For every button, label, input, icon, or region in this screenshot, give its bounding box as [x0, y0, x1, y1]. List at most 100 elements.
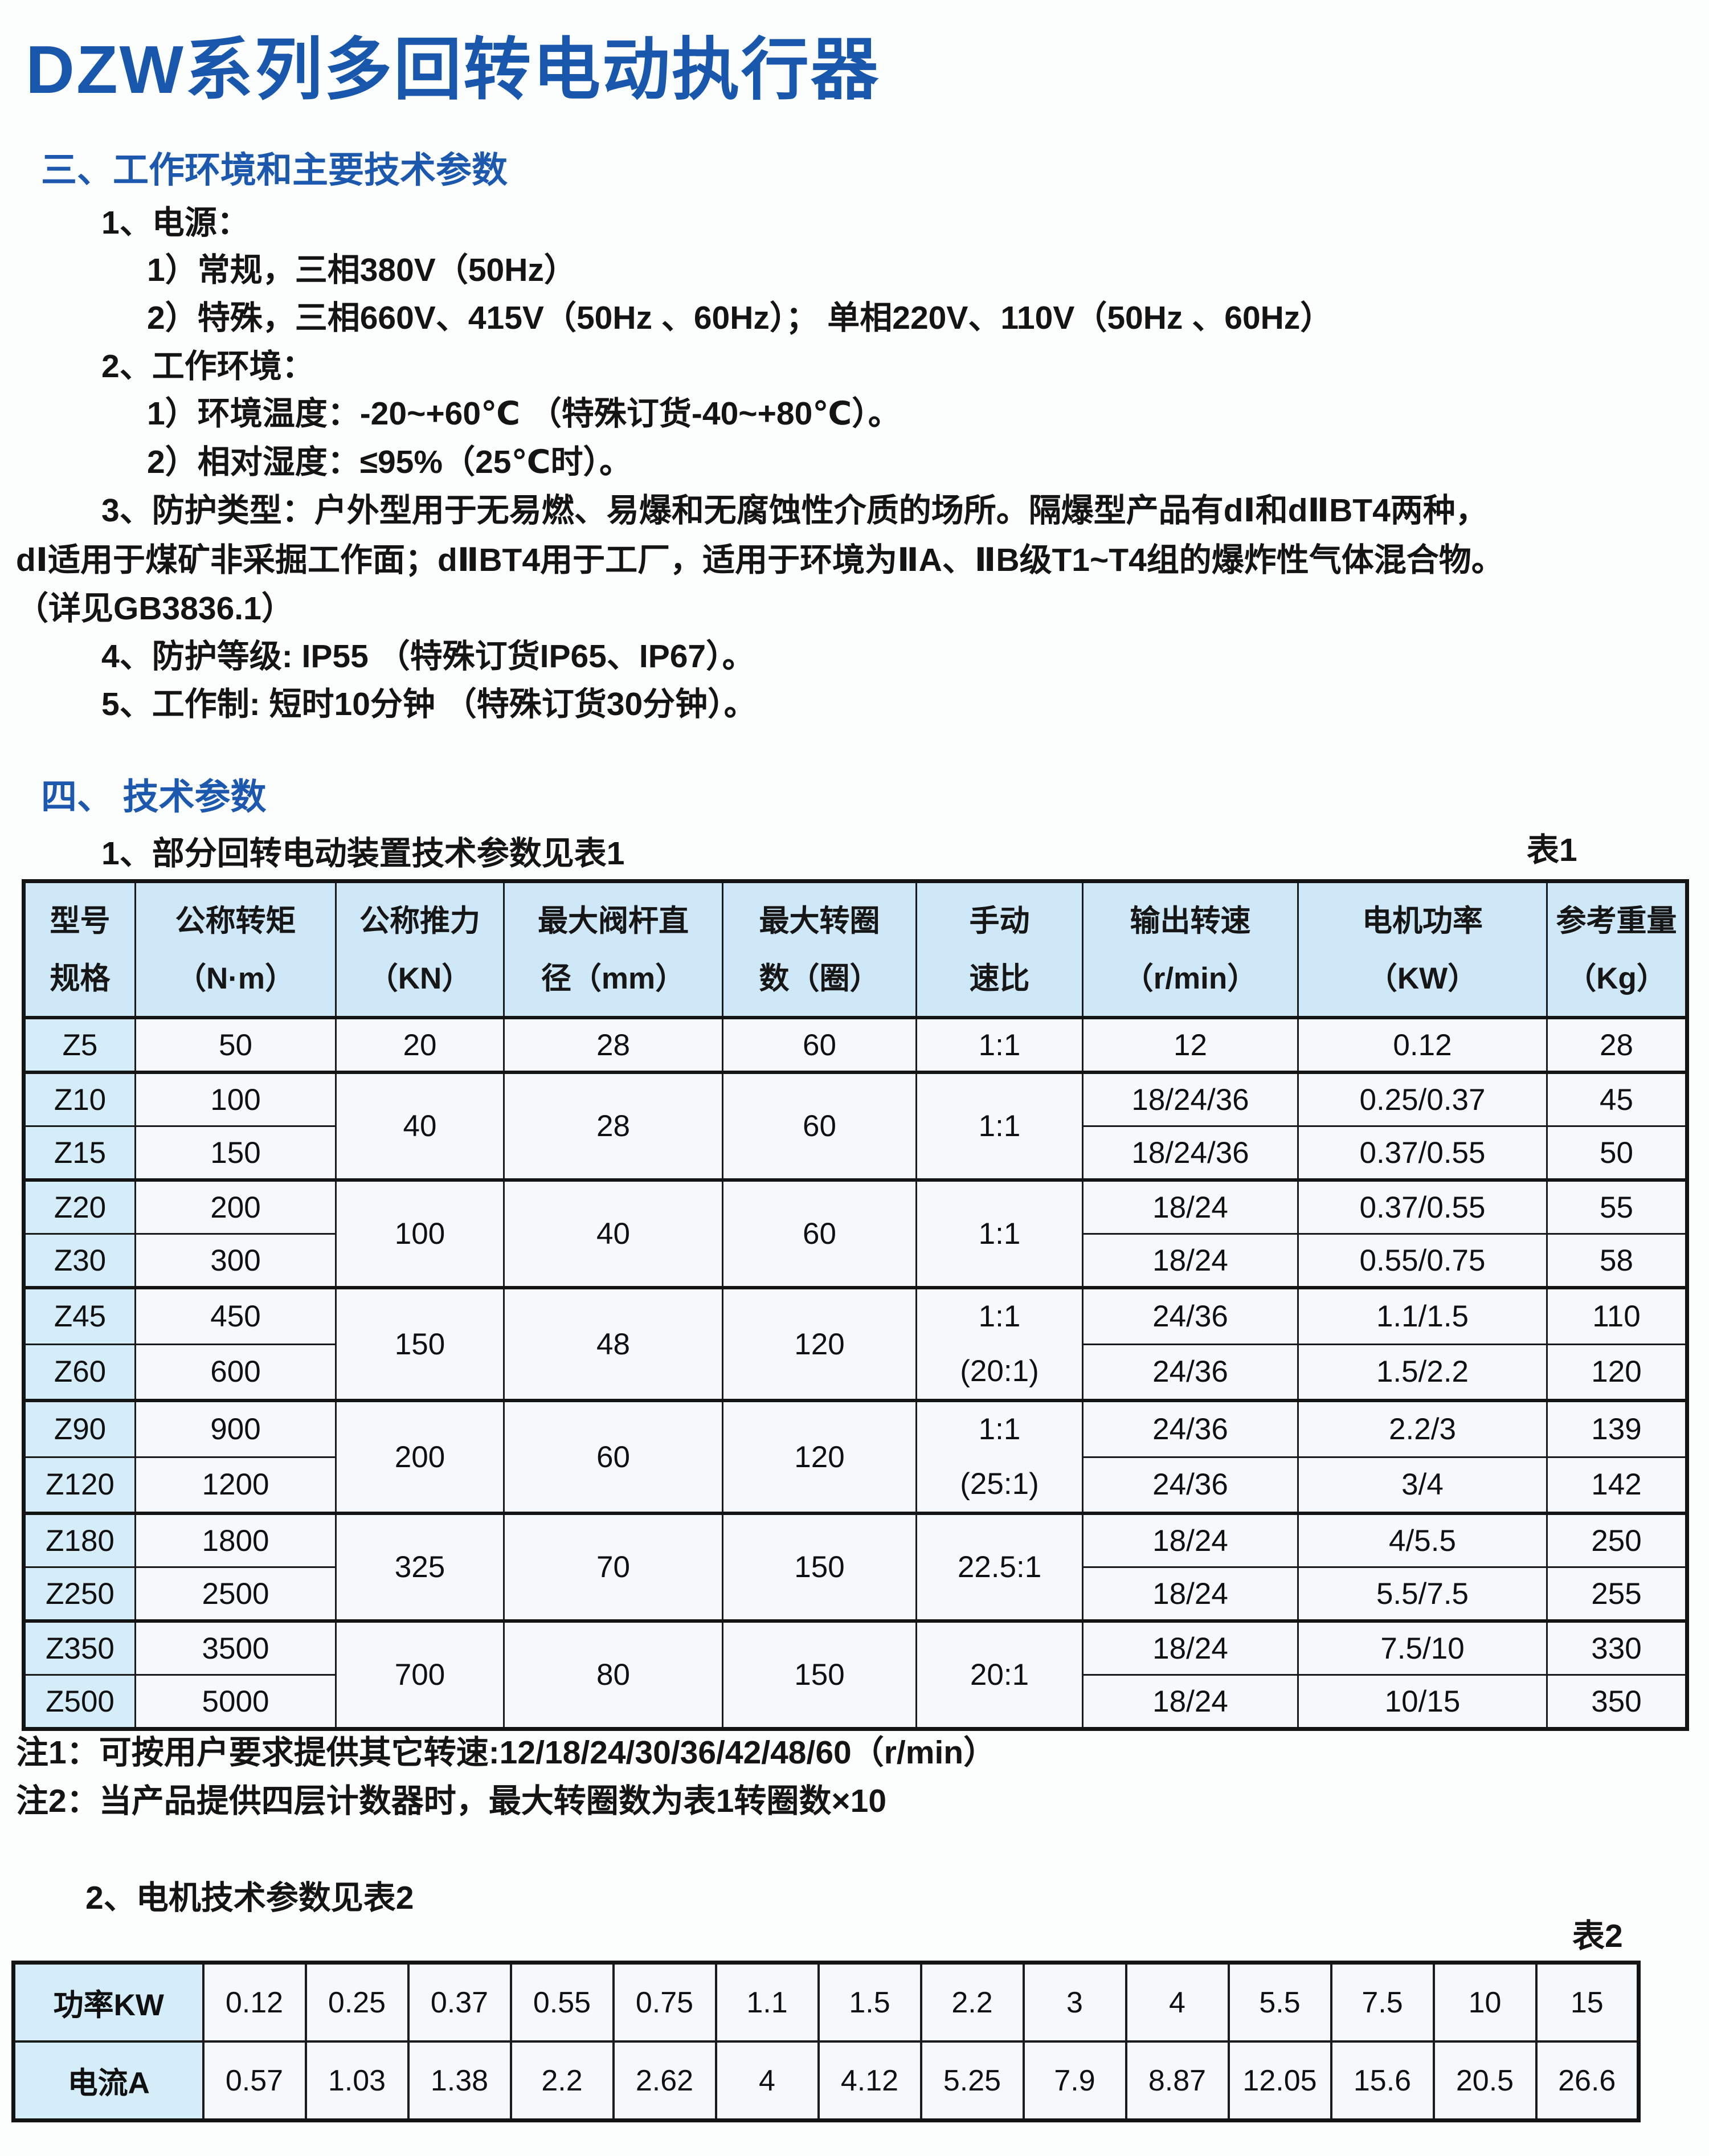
table1-value-cell: 28 [503, 1016, 723, 1073]
table2-value-cell: 4 [714, 2040, 820, 2122]
temperature-line: 1）环境温度：-20~+60℃ （特殊订货-40~+80℃）。 [147, 395, 901, 432]
table1-value-cell: 45 [1546, 1071, 1688, 1127]
table1-value-cell: 60 [722, 1071, 917, 1181]
table1-value-cell: 18/24 [1082, 1674, 1299, 1730]
table1-value-cell: 18/24 [1082, 1233, 1299, 1289]
table1-value-cell: 120 [722, 1286, 917, 1402]
table1-value-cell: 150 [722, 1512, 917, 1622]
table2-label: 表2 [1572, 1918, 1623, 1954]
table1-value-cell: 24/36 [1082, 1343, 1299, 1402]
table1-value-cell: 0.12 [1297, 1016, 1548, 1073]
table1-value-cell: 28 [503, 1071, 723, 1181]
table1-model-cell: Z15 [23, 1125, 136, 1181]
table1-value-cell: 48 [503, 1286, 723, 1402]
table1-value-cell: 24/36 [1082, 1456, 1299, 1514]
table1-model-cell: Z45 [23, 1286, 136, 1345]
table1-value-cell: 200 [335, 1399, 505, 1514]
table1-value-cell: 600 [134, 1343, 337, 1402]
table1-header-cell: 公称转矩 （N·m） [134, 880, 337, 1019]
table2-value-cell: 4 [1125, 1961, 1230, 2043]
table2-row-label: 功率KW [12, 1961, 205, 2043]
humidity-line: 2）相对湿度：≤95%（25℃时）。 [147, 444, 632, 480]
table1-value-cell: 18/24 [1082, 1619, 1299, 1676]
table1-value-cell: 2500 [134, 1566, 337, 1622]
power-normal-line: 1）常规，三相380V（50Hz） [147, 252, 577, 288]
table1-model-cell: Z180 [23, 1512, 136, 1568]
table1-header-cell: 最大阀杆直 径（mm） [503, 880, 723, 1019]
motor-parameters-table: 功率KW 0.12 0.25 0.37 0.55 0.75 1.1 1.5 2.2 3 4 5.5 7.… [11, 1961, 1641, 2122]
table1-model-cell: Z500 [23, 1674, 136, 1730]
table1-value-cell: 142 [1546, 1456, 1688, 1514]
table1-value-cell: 255 [1546, 1566, 1688, 1622]
table2-value-cell: 7.9 [1022, 2040, 1127, 2122]
table2-value-cell: 0.12 [202, 1961, 307, 2043]
table1-value-cell: 7.5/10 [1297, 1619, 1548, 1676]
table1-model-cell: Z5 [23, 1016, 136, 1073]
power-line: 1、电源： [101, 205, 250, 241]
table1-value-cell: 1800 [134, 1512, 337, 1568]
table1-value-cell: 50 [134, 1016, 337, 1073]
table2-value-cell: 7.5 [1330, 1961, 1435, 2043]
table1-value-cell: 60 [722, 1178, 917, 1289]
table1-value-cell: 5000 [134, 1674, 337, 1730]
table1-value-cell: 80 [503, 1619, 723, 1730]
table2-value-cell: 5.5 [1227, 1961, 1332, 2043]
table1-value-cell: 700 [335, 1619, 505, 1730]
table1-label: 表1 [1527, 832, 1577, 868]
table2-value-cell: 2.2 [919, 1961, 1025, 2043]
table1-value-cell: 1.1/1.5 [1297, 1286, 1548, 1345]
table1-value-cell: 330 [1546, 1619, 1688, 1676]
table1-value-cell: 0.25/0.37 [1297, 1071, 1548, 1127]
table2-value-cell: 2.2 [509, 2040, 615, 2122]
table2-caption: 2、电机技术参数见表2 [85, 1880, 414, 1916]
page-title: DZW系列多回转电动执行器 [26, 32, 880, 108]
table1-model-cell: Z20 [23, 1178, 136, 1235]
table1-header-cell: 电机功率 （KW） [1297, 880, 1548, 1019]
table2-value-cell: 5.25 [919, 2040, 1025, 2122]
table2-value-cell: 15.6 [1330, 2040, 1435, 2122]
actuator-parameters-table: 型号 规格 公称转矩 （N·m） 公称推力 （KN） 最大阀杆直 径（mm） 最大转圈 数（圈）手… [22, 879, 1689, 1731]
power-special-line: 2）特殊，三相660V、415V（50Hz 、60Hz）； 单相220V、110… [147, 300, 1333, 336]
table1-header-cell: 手动 速比 [915, 880, 1084, 1019]
table1-value-cell: 50 [1546, 1125, 1688, 1181]
table2-value-cell: 4.12 [817, 2040, 922, 2122]
table1-value-cell: 0.55/0.75 [1297, 1233, 1548, 1289]
table1-value-cell: 110 [1546, 1286, 1688, 1345]
table1-value-cell: 1:1 [915, 1178, 1084, 1289]
table1-value-cell: 58 [1546, 1233, 1688, 1289]
table1-model-cell: Z90 [23, 1399, 136, 1458]
section3-heading: 三、工作环境和主要技术参数 [41, 150, 508, 190]
table2-value-cell: 15 [1535, 1961, 1640, 2043]
table1-value-cell: 100 [335, 1178, 505, 1289]
table2-row-label: 电流A [12, 2040, 205, 2122]
table1-value-cell: 18/24 [1082, 1512, 1299, 1568]
table1-value-cell: 28 [1546, 1016, 1688, 1073]
table1-value-cell: 40 [335, 1071, 505, 1181]
table1-value-cell: 350 [1546, 1674, 1688, 1730]
table1-value-cell: 250 [1546, 1512, 1688, 1568]
table1-value-cell: 100 [134, 1071, 337, 1127]
table1-value-cell: 120 [1546, 1343, 1688, 1402]
table1-value-cell: 20:1 [915, 1619, 1084, 1730]
table1-value-cell: 4/5.5 [1297, 1512, 1548, 1568]
table1-value-cell: 900 [134, 1399, 337, 1458]
table1-value-cell: 0.37/0.55 [1297, 1178, 1548, 1235]
protection-type-line3: （详见GB3836.1） [16, 590, 294, 627]
table1-value-cell: 2.2/3 [1297, 1399, 1548, 1458]
table1-value-cell: 18/24 [1082, 1178, 1299, 1235]
table1-value-cell: 20 [335, 1016, 505, 1073]
table1-note1: 注1：可按用户要求提供其它转速:12/18/24/30/36/42/48/60（… [16, 1734, 996, 1771]
table1-model-cell: Z250 [23, 1566, 136, 1622]
table2-value-cell: 1.38 [407, 2040, 512, 2122]
table2-value-cell: 2.62 [612, 2040, 717, 2122]
table1-header-cell: 型号 规格 [23, 880, 136, 1019]
protection-type-line1: 3、防护类型：户外型用于无易燃、易爆和无腐蚀性介质的场所。隔爆型产品有dⅠ和dⅡ… [101, 492, 1488, 529]
table1-value-cell: 139 [1546, 1399, 1688, 1458]
table2-value-cell: 20.5 [1432, 2040, 1538, 2122]
table1-value-cell: 1:1 [915, 1071, 1084, 1181]
table1-value-cell: 200 [134, 1178, 337, 1235]
table1-value-cell: 18/24/36 [1082, 1125, 1299, 1181]
table1-value-cell: 1.5/2.2 [1297, 1343, 1548, 1402]
table2-value-cell: 3 [1022, 1961, 1127, 2043]
